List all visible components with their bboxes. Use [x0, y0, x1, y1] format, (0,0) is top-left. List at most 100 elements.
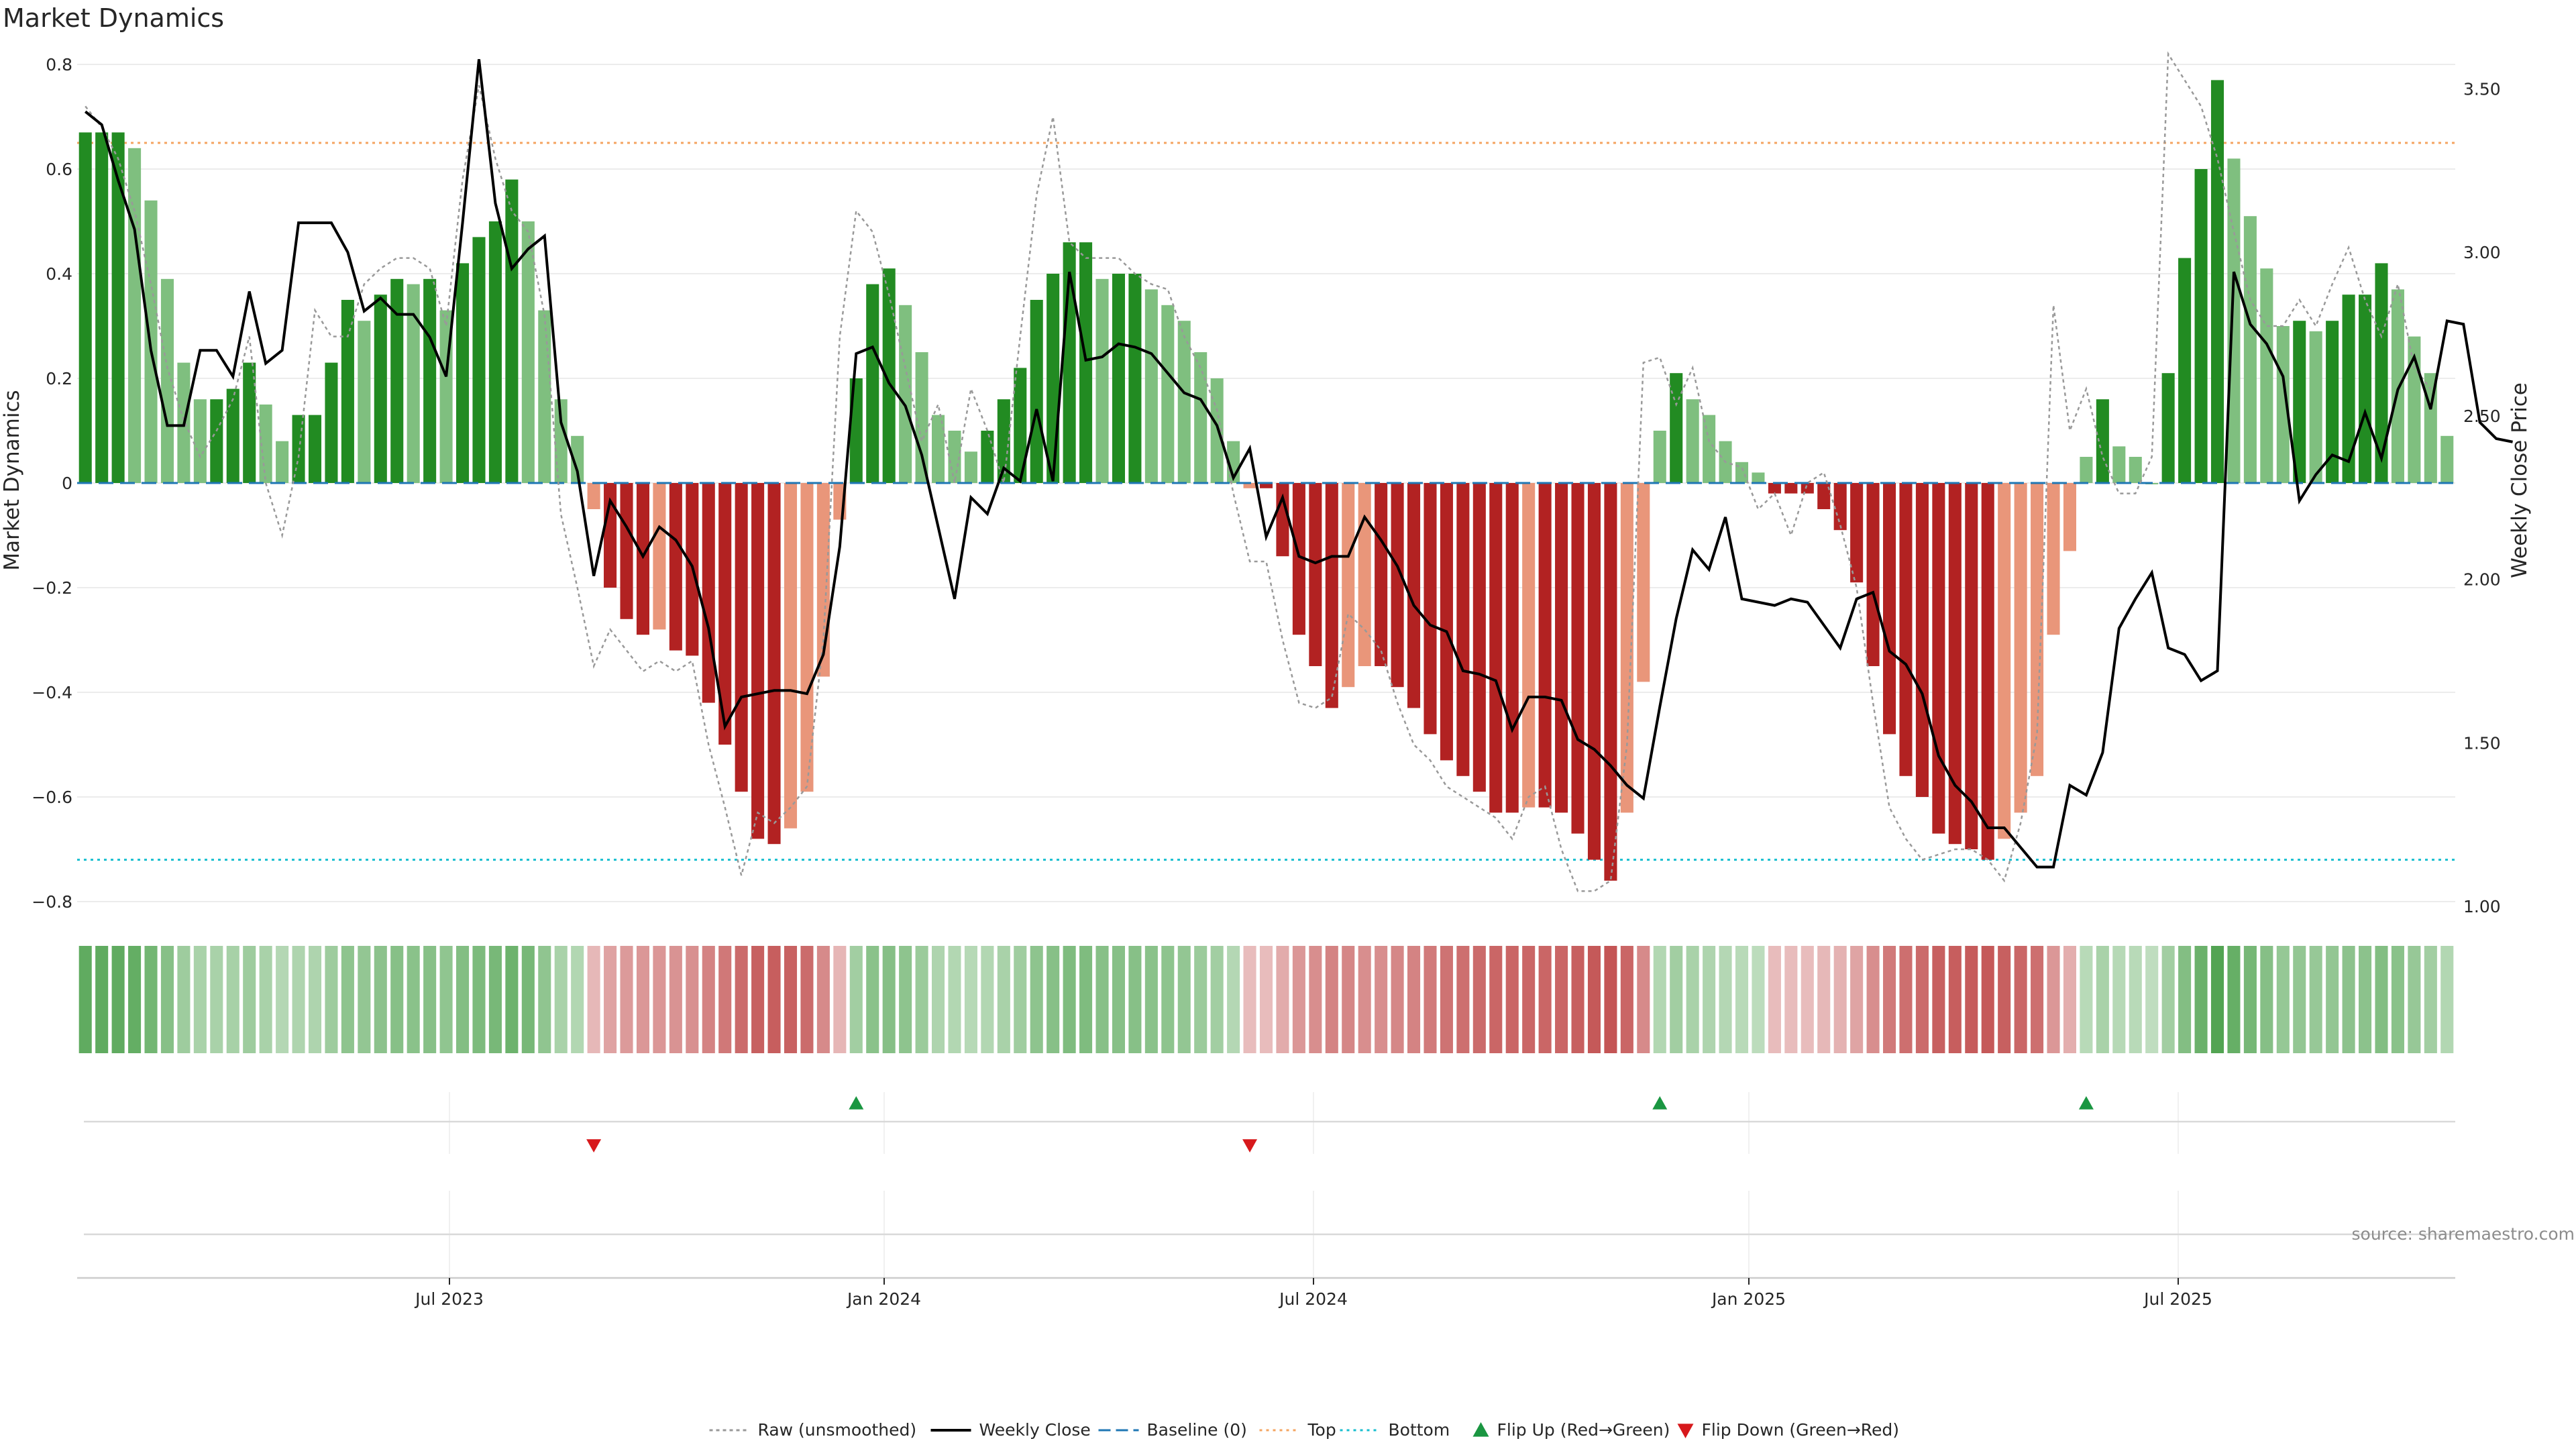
bar [78, 132, 92, 483]
source-note: source: sharemaestro.com [2352, 1224, 2575, 1244]
weekly-close-line [84, 59, 2513, 869]
left-tick-label: 0.2 [46, 369, 72, 388]
bar [505, 179, 519, 483]
bar [1915, 483, 1929, 797]
strip-cell [1456, 946, 1470, 1053]
strip-cell [243, 946, 256, 1053]
strip-cell [554, 946, 568, 1053]
strip-cell [2276, 946, 2290, 1053]
bar [1686, 399, 1699, 483]
bar [2112, 446, 2126, 483]
left-tick-label: −0.4 [32, 683, 72, 702]
strip-cell [1014, 946, 1027, 1053]
strip-cell [1472, 946, 1486, 1053]
strip-cell [1571, 946, 1585, 1053]
strip-cell [1276, 946, 1289, 1053]
bar [1965, 483, 1978, 849]
strip-cell [899, 946, 912, 1053]
bar [2342, 294, 2355, 483]
flip-up-marker [2078, 1096, 2094, 1110]
strip-cell [2408, 946, 2421, 1053]
bar [226, 388, 239, 483]
strip-cell [948, 946, 961, 1053]
strip-cell [620, 946, 633, 1053]
strip-cell [571, 946, 584, 1053]
bar [1981, 483, 1994, 860]
bar [2260, 268, 2273, 483]
strip-cell [292, 946, 305, 1053]
strip-cell [390, 946, 404, 1053]
strip-cell [1079, 946, 1093, 1053]
bar [1850, 483, 1864, 583]
strip-cell [718, 946, 732, 1053]
strip-cell [686, 946, 699, 1053]
bar [1866, 483, 1880, 666]
left-tick-label: 0 [62, 474, 72, 493]
bars-series [78, 80, 2454, 881]
strip-cell [931, 946, 945, 1053]
x-tick-label: Jul 2024 [1278, 1289, 1348, 1309]
strip-cell [1259, 946, 1273, 1053]
regime-strip [78, 946, 2454, 1053]
strip-cell [1391, 946, 1404, 1053]
strip-cell [2375, 946, 2388, 1053]
bar [1325, 483, 1338, 708]
strip-cell [1850, 946, 1864, 1053]
right-tick-label: 3.00 [2463, 243, 2501, 262]
raw-series [85, 51, 2432, 892]
strip-cell [1407, 946, 1421, 1053]
bar [259, 405, 272, 483]
strip-cell [505, 946, 519, 1053]
bar [2031, 483, 2044, 776]
strip-cell [1555, 946, 1568, 1053]
right-tick-label: 1.50 [2463, 733, 2501, 753]
strip-cell [111, 946, 125, 1053]
bar [358, 321, 371, 483]
bar [341, 300, 354, 483]
strip-cell [1817, 946, 1831, 1053]
bar [1538, 483, 1552, 808]
strip-cell [1686, 946, 1699, 1053]
bar [308, 415, 322, 483]
strip-cell [1538, 946, 1552, 1053]
bar [571, 435, 584, 483]
bar [931, 415, 945, 483]
bar [669, 483, 682, 651]
bar [554, 399, 568, 483]
strip-cell [2194, 946, 2208, 1053]
bar [1555, 483, 1568, 813]
flip-markers-panel [77, 1092, 2455, 1281]
bar [160, 278, 174, 483]
strip-cell [325, 946, 338, 1053]
strip-cell [407, 946, 420, 1053]
x-tick-label: Jul 2023 [414, 1289, 484, 1309]
strip-cell [866, 946, 879, 1053]
strip-cell [423, 946, 437, 1053]
strip-cell [2031, 946, 2044, 1053]
legend-label: Bottom [1389, 1420, 1450, 1440]
bar [2227, 158, 2241, 483]
left-tick-label: 0.4 [46, 264, 72, 284]
strip-cell [849, 946, 863, 1053]
bar [538, 310, 551, 483]
bar [1177, 321, 1191, 483]
left-tick-label: −0.8 [32, 892, 72, 912]
bar [407, 284, 420, 483]
strip-cell [1866, 946, 1880, 1053]
bar [718, 483, 732, 745]
bar [2309, 331, 2322, 483]
strip-cell [1424, 946, 1437, 1053]
bar [1703, 415, 1716, 483]
strip-cell [2309, 946, 2322, 1053]
bar [423, 278, 437, 483]
strip-cell [193, 946, 207, 1053]
strip-cell [1604, 946, 1617, 1053]
bar [1505, 483, 1519, 813]
strip-cell [1637, 946, 1650, 1053]
bar [2063, 483, 2077, 551]
bar [243, 362, 256, 483]
strip-cell [2063, 946, 2077, 1053]
strip-cell [455, 946, 470, 1053]
bar [374, 294, 387, 483]
